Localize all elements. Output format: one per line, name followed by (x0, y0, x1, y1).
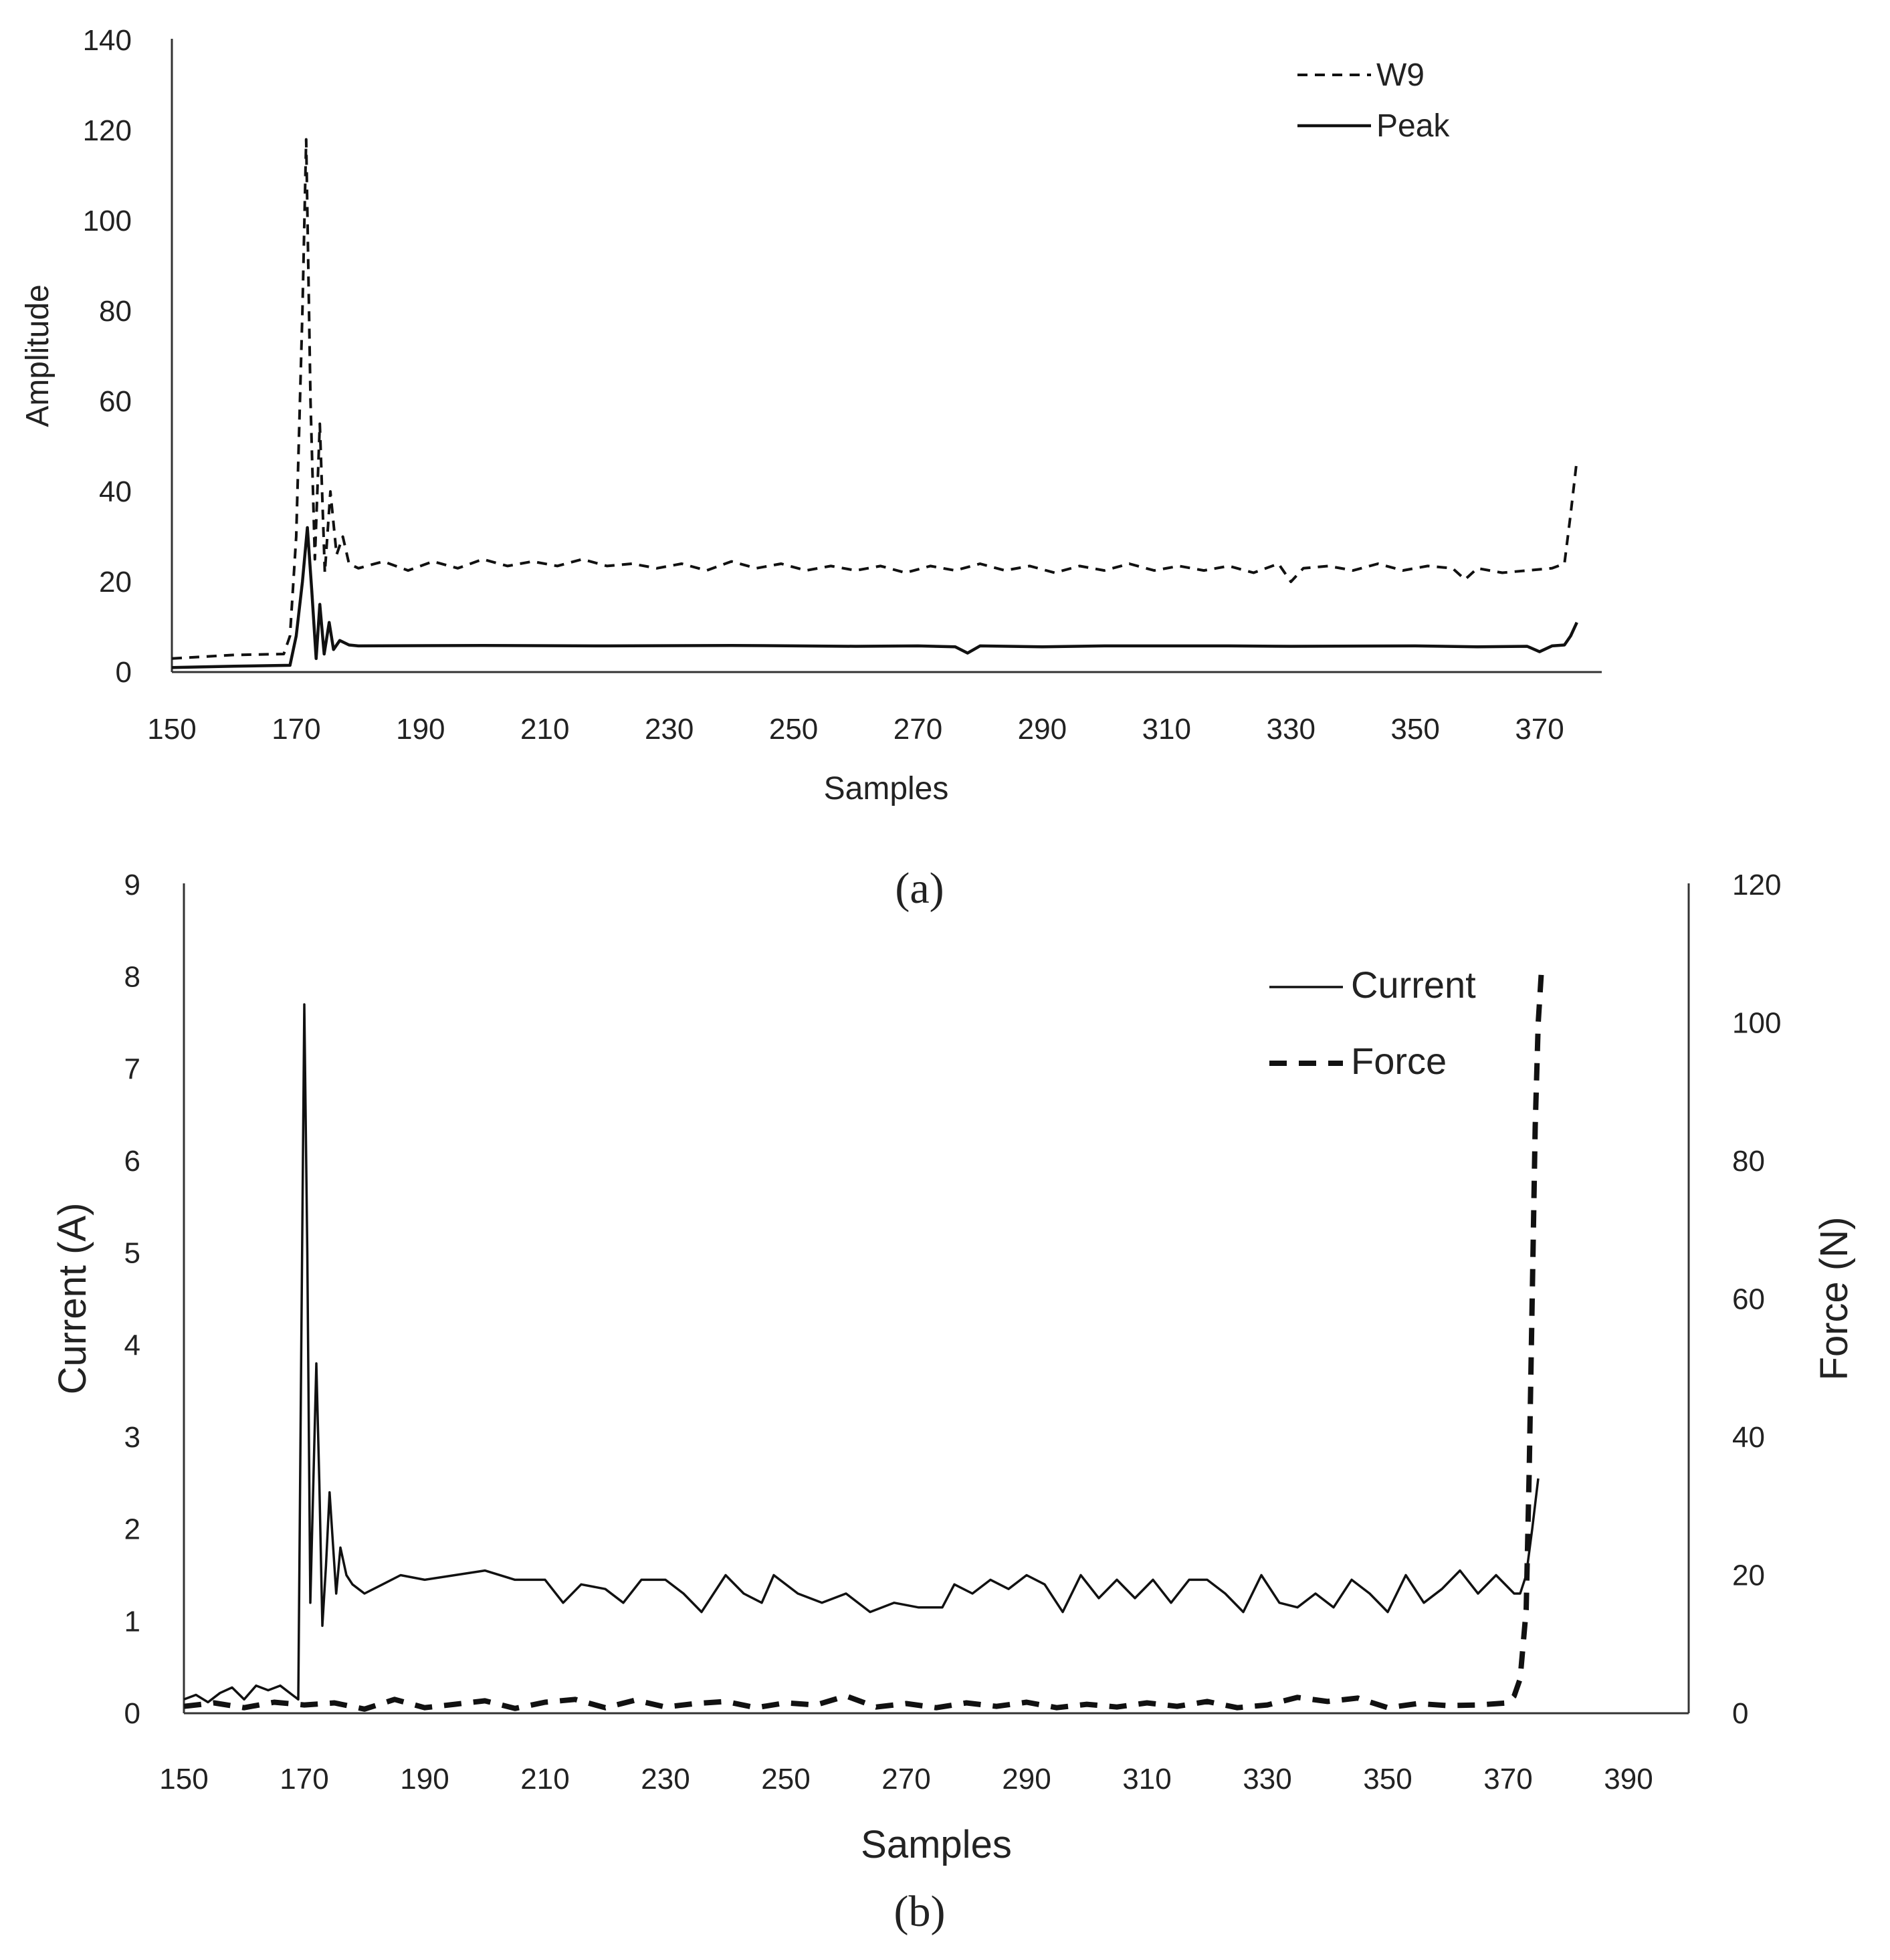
series-line-force (183, 974, 1544, 1712)
chart-b: 150 170 190 210 230 250 270 290 310 330 350 370 3900… (51, 869, 1856, 1936)
x-tick-label: 370 (1483, 1763, 1532, 1795)
y-right-tick-label: 40 (1732, 1421, 1765, 1454)
x-tick-label: 210 (520, 713, 569, 746)
y-right-tick-label: 80 (1732, 1145, 1765, 1178)
x-tick-label: 150 (147, 713, 196, 746)
y-tick-label: 60 (99, 385, 132, 418)
x-tick-label: 330 (1267, 713, 1316, 746)
y-tick-label: 1 (124, 1605, 140, 1638)
x-tick-label: 290 (1018, 713, 1067, 746)
x-axis-title: Samples (861, 1823, 1012, 1866)
y-tick-label: 20 (99, 566, 132, 598)
y-tick-label: 120 (83, 114, 132, 147)
chart-a: 150 170 190 210 230 250 270 290 310 330 350 370 0 20 4… (20, 24, 1602, 913)
y-tick-label: 80 (99, 295, 132, 328)
y-tick-label: 9 (124, 869, 140, 901)
x-tick-label: 190 (396, 713, 445, 746)
x-tick-label: 250 (769, 713, 818, 746)
series-line-w9 (171, 138, 1578, 660)
y-tick-label: 40 (99, 475, 132, 508)
y-tick-label: 3 (124, 1421, 140, 1454)
x-tick-label: 330 (1243, 1763, 1291, 1795)
x-tick-label: 230 (645, 713, 694, 746)
x-tick-label: 170 (272, 713, 320, 746)
y-tick-label: 100 (83, 205, 132, 237)
x-tick-label: 270 (881, 1763, 930, 1795)
chart-caption: (b) (894, 1887, 946, 1936)
x-tick-label: 350 (1390, 713, 1439, 746)
x-tick-label: 370 (1515, 713, 1564, 746)
y-right-tick-label: 100 (1732, 1007, 1781, 1040)
y-tick-label: 6 (124, 1145, 140, 1178)
y-axis-title: Amplitude (20, 284, 56, 427)
series-line-current (183, 1003, 1540, 1704)
legend-label-w9: W9 (1376, 58, 1425, 93)
series-line-peak (171, 526, 1578, 669)
y-tick-label: 4 (124, 1329, 140, 1362)
y-right-tick-label: 0 (1732, 1697, 1748, 1730)
y-tick-label: 5 (124, 1237, 140, 1270)
chart-caption: (a) (895, 864, 944, 913)
legend-label-force: Force (1351, 1040, 1447, 1082)
x-tick-label: 150 (159, 1763, 208, 1795)
x-tick-label: 250 (761, 1763, 810, 1795)
y-tick-label: 7 (124, 1053, 140, 1085)
x-tick-label: 270 (894, 713, 942, 746)
y-axis-right-title: Force (N) (1812, 1217, 1856, 1381)
x-tick-label: 310 (1122, 1763, 1171, 1795)
legend-label-peak: Peak (1376, 108, 1450, 144)
x-tick-label: 230 (641, 1763, 690, 1795)
y-axis-title: Current (A) (51, 1203, 94, 1395)
x-tick-label: 190 (400, 1763, 449, 1795)
x-tick-label: 290 (1002, 1763, 1051, 1795)
y-right-tick-label: 20 (1732, 1559, 1765, 1592)
x-tick-label: 210 (520, 1763, 569, 1795)
y-right-tick-label: 60 (1732, 1283, 1765, 1316)
y-tick-label: 8 (124, 961, 140, 994)
x-tick-label: 350 (1363, 1763, 1412, 1795)
y-tick-label: 0 (124, 1697, 140, 1730)
y-tick-label: 2 (124, 1513, 140, 1546)
y-right-tick-label: 120 (1732, 869, 1781, 901)
legend-label-current: Current (1351, 964, 1476, 1006)
y-tick-label: 140 (83, 24, 132, 57)
x-axis-title: Samples (824, 771, 949, 806)
x-tick-label: 310 (1142, 713, 1191, 746)
y-tick-label: 0 (116, 656, 132, 689)
x-tick-label: 390 (1604, 1763, 1653, 1795)
x-tick-label: 170 (280, 1763, 328, 1795)
